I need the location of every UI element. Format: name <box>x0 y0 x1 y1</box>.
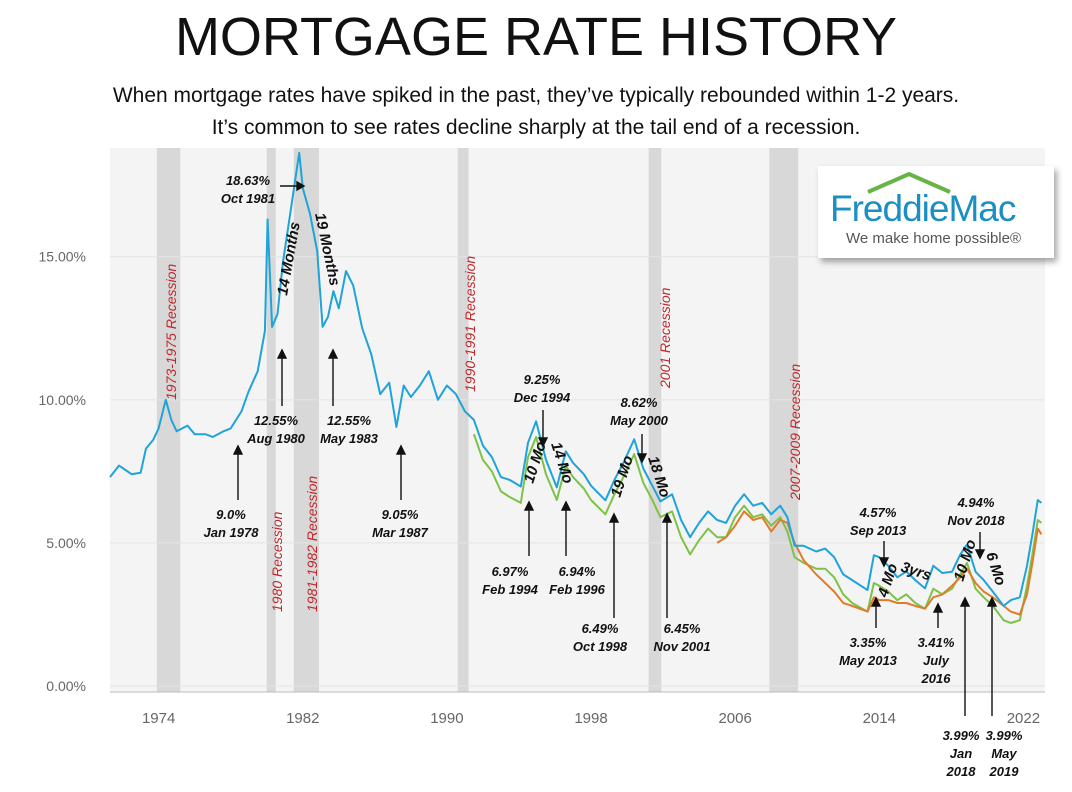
x-tick-label: 2006 <box>718 710 751 727</box>
roof-line <box>867 172 951 194</box>
y-tick-label: 10.00% <box>39 392 86 408</box>
arrowhead <box>661 512 673 523</box>
annotation-date: May 2000 <box>610 413 669 428</box>
arrowhead <box>608 512 620 523</box>
series-line-2 <box>716 510 1043 616</box>
recession-band <box>266 148 276 692</box>
house-roof-icon <box>867 172 951 194</box>
x-tick-label: 1974 <box>142 710 175 727</box>
recession-label-2007: 2007-2009 Recession <box>787 364 803 501</box>
annotation-pct: 12.55% <box>254 413 299 428</box>
annotation-pct: 4.94% <box>957 495 995 510</box>
recession-label-1981: 1981-1982 Recession <box>304 476 320 612</box>
annotation-arrows <box>232 180 998 716</box>
subtitle-line-1: When mortgage rates have spiked in the p… <box>112 84 960 107</box>
annotation-date: Jan 1978 <box>204 525 260 540</box>
annotation-pct: 9.05% <box>382 507 419 522</box>
annotation-date: May <box>991 746 1017 761</box>
annotation-pct: 3.35% <box>850 635 887 650</box>
arrowhead <box>974 549 986 560</box>
annotation-pct: 3.99% <box>943 728 980 743</box>
page-title: MORTGAGE RATE HISTORY <box>174 7 898 67</box>
recession-band <box>457 148 469 692</box>
annotation-pct: 9.25% <box>524 372 561 387</box>
annotation-date-2: 2018 <box>946 764 977 779</box>
annotation-date: Oct 1981 <box>221 191 275 206</box>
arrowhead <box>636 453 648 464</box>
recession-label-1990: 1990-1991 Recession <box>462 256 478 392</box>
x-tick-label: 1990 <box>430 710 463 727</box>
arrowhead <box>959 596 971 607</box>
annotation-date: Feb 1994 <box>482 582 538 597</box>
arrowhead <box>327 348 339 359</box>
annotation-pct: 12.55% <box>327 413 372 428</box>
series-line-1 <box>472 433 1043 624</box>
arrowhead <box>276 348 288 359</box>
annotation-date-2: 2016 <box>921 671 952 686</box>
x-tick-label: 1982 <box>286 710 319 727</box>
annotation-date: Aug 1980 <box>246 431 306 446</box>
annotation-date: Feb 1996 <box>549 582 605 597</box>
recession-band <box>648 148 662 692</box>
arrowhead <box>878 557 890 568</box>
x-tick-label: 2014 <box>863 710 896 727</box>
recession-label-1973: 1973-1975 Recession <box>163 264 179 400</box>
x-tick-label: 2022 <box>1007 710 1040 727</box>
annotation-date: Oct 1998 <box>573 639 628 654</box>
arrowhead <box>537 437 549 448</box>
annotation-date: Nov 2001 <box>653 639 710 654</box>
y-tick-label: 5.00% <box>46 535 86 551</box>
arrowhead <box>523 500 535 511</box>
annotation-pct: 6.94% <box>559 564 596 579</box>
annotation-date: Sep 2013 <box>850 523 907 538</box>
annotation-pct: 8.62% <box>621 395 658 410</box>
logo-tagline: We make home possible® <box>846 230 1022 247</box>
series-line-0 <box>109 151 1043 607</box>
annotation-date: Mar 1987 <box>372 525 428 540</box>
recession-label-2001: 2001 Recession <box>657 287 673 389</box>
subtitle-line-2: It’s common to see rates decline sharply… <box>211 116 861 139</box>
annotation-pct: 3.99% <box>986 728 1023 743</box>
axis-labels: 0.00% 5.00% 10.00% 15.00% 1974 1982 1990 1998 20… <box>39 249 1041 727</box>
annotation-pct: 9.0% <box>216 507 246 522</box>
annotation-date: May 1983 <box>320 431 379 446</box>
recession-label-1980: 1980 Recession <box>269 511 285 612</box>
x-tick-label: 1998 <box>574 710 607 727</box>
arrowhead <box>932 602 944 613</box>
annotation-date: July <box>923 653 950 668</box>
arrowhead <box>986 596 998 607</box>
arrowhead <box>395 444 407 455</box>
annotation-pct: 18.63% <box>226 173 271 188</box>
arrowhead <box>232 444 244 455</box>
annotation-date: May 2013 <box>839 653 898 668</box>
recession-band <box>156 148 181 692</box>
annotation-pct: 6.45% <box>664 621 701 636</box>
annotation-date: Jan <box>950 746 972 761</box>
annotation-pct: 6.97% <box>492 564 529 579</box>
annotation-date: Nov 2018 <box>947 513 1005 528</box>
annotation-pct: 4.57% <box>859 505 897 520</box>
annotation-pct: 3.41% <box>918 635 955 650</box>
arrowhead <box>296 180 306 192</box>
y-tick-label: 15.00% <box>39 249 86 265</box>
arrowhead <box>870 596 882 607</box>
recession-band <box>769 148 799 692</box>
annotation-pct: 6.49% <box>582 621 619 636</box>
logo-brand: FreddieMac <box>830 188 1016 229</box>
series-lines <box>109 151 1043 624</box>
freddie-mac-logo: FreddieMac We make home possible® <box>818 166 1054 258</box>
annotation-date: Dec 1994 <box>514 390 571 405</box>
arrowhead <box>560 500 572 511</box>
annotation-date-2: 2019 <box>989 764 1020 779</box>
y-tick-label: 0.00% <box>46 678 86 694</box>
